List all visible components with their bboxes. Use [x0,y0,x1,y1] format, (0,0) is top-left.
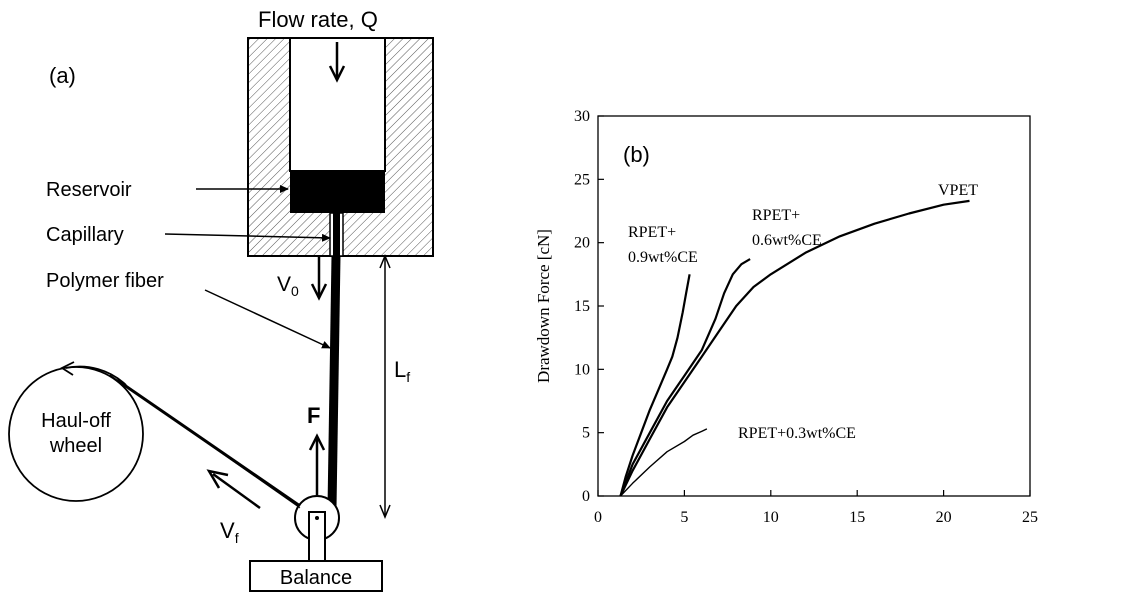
label-rpet-09-line2: 0.9wt%CE [628,249,698,266]
haul-off-wheel [8,366,144,502]
y-tick-label: 30 [574,108,590,125]
series-line-1 [619,258,751,497]
x-tick-label: 25 [1022,509,1038,526]
x-tick-label: 10 [763,509,779,526]
y-tick-label: 10 [574,361,590,378]
fiber-leader [204,289,331,349]
y-tick-label: 25 [574,171,590,188]
x-tick-label: 5 [680,509,688,526]
haul-off-label-2: wheel [49,435,102,457]
capillary-label: Capillary [46,224,124,246]
vf-arrow [212,472,261,510]
axis-ticks: 0 5 10 15 20 25 0 5 10 15 20 25 30 [574,108,1038,526]
flow-arrow-head [328,65,346,83]
y-axis-label: Drawdown Force [cN] [534,229,553,383]
wheel-rotation-head [60,361,75,376]
label-rpet-06-line2: 0.6wt%CE [752,232,822,249]
label-rpet-09-line1: RPET+ [628,224,676,241]
fiber-to-wheel-edge [109,374,301,509]
v0-arrow-head [310,283,328,301]
label-rpet-03: RPET+0.3wt%CE [738,425,856,442]
force-label: F [307,403,320,428]
panel-b-chart: (b) Drawdown Force [cN] 0 5 10 15 20 25 0 5 10 15… [534,108,1038,526]
haul-off-label-1: Haul-off [41,410,111,432]
x-tick-label: 0 [594,509,602,526]
flow-rate-label: Flow rate, Q [258,7,378,32]
balance-box [249,560,383,592]
y-tick-label: 0 [582,488,590,505]
lf-arrow-bottom [379,504,391,519]
lf-label: Lf [394,357,410,385]
polymer-melt [290,171,385,213]
x-tick-label: 20 [936,509,952,526]
polymer-fiber [327,255,341,509]
y-tick-label: 5 [582,425,590,442]
capillary-leader [164,233,331,242]
series-line-3 [619,428,708,497]
y-tick-label: 20 [574,235,590,252]
vf-arrow-head [206,469,229,489]
fiber-label: Polymer fiber [46,270,164,292]
y-tick-label: 15 [574,298,590,315]
wheel-rotation-arc [65,365,127,386]
balance-label: Balance [280,567,352,589]
panel-b-label: (b) [623,142,650,167]
label-rpet-06-line1: RPET+ [752,207,800,224]
panel-a: (a) Flow rate, Q Reservoir Capillary Pol… [8,7,434,592]
label-vpet: VPET [938,182,978,199]
lf-arrow-top [379,254,391,269]
force-arrow-head [308,433,326,451]
vf-label: Vf [220,518,239,546]
series-line-0 [619,274,691,497]
reservoir-label: Reservoir [46,179,132,201]
pulley-axle [315,516,319,520]
x-tick-label: 15 [849,509,865,526]
series-line-2 [619,199,970,497]
v0-label: V0 [277,273,299,299]
series-lines [619,199,970,497]
capillary-melt [333,213,340,256]
panel-a-label: (a) [49,63,76,88]
